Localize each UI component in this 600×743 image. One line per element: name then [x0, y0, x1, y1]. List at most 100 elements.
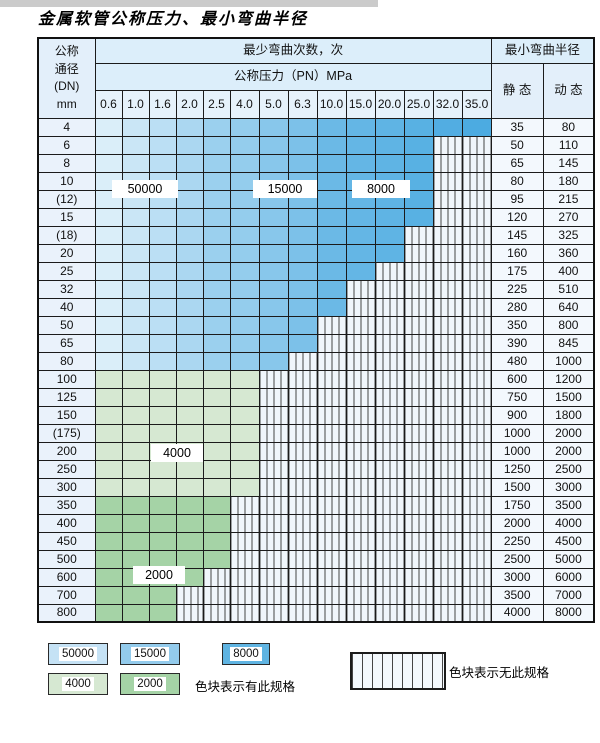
table-row: 350 1750 3500 [37, 495, 595, 515]
no-spec-cell [202, 585, 231, 605]
spec-cell [94, 261, 123, 281]
table-row: 8 65 145 [37, 153, 595, 173]
no-spec-cell [461, 495, 492, 515]
static-value-cell: 175 [490, 261, 544, 281]
pressure-col-header: 15.0 [345, 89, 376, 119]
spec-cell [345, 153, 376, 173]
dn-cell: 450 [37, 531, 96, 551]
pressure-col-header: 5.0 [258, 89, 289, 119]
spec-cell [175, 531, 204, 551]
dynamic-value-cell: 1800 [542, 405, 595, 425]
dynamic-value-cell: 3000 [542, 477, 595, 497]
no-spec-cell [258, 495, 289, 515]
table-row: (18) 145 325 [37, 225, 595, 245]
static-value-cell: 160 [490, 243, 544, 263]
dynamic-value-cell: 3500 [542, 495, 595, 515]
no-spec-cell [432, 477, 463, 497]
spec-cell [148, 135, 177, 155]
spec-cell [202, 207, 231, 227]
page-title: 金属软管公称压力、最小弯曲半径 [38, 9, 309, 28]
no-spec-cell [316, 315, 347, 335]
pressure-col-header: 35.0 [461, 89, 492, 119]
spec-cell [202, 531, 231, 551]
no-spec-cell [287, 585, 318, 605]
no-spec-cell [374, 531, 405, 551]
no-spec-cell [258, 441, 289, 461]
no-spec-cell [287, 441, 318, 461]
no-spec-cell [287, 369, 318, 389]
spec-cell [258, 261, 289, 281]
spec-cell [202, 549, 231, 569]
legend-swatch-15000: 15000 [120, 643, 180, 665]
no-spec-cell [461, 477, 492, 497]
spec-cell [229, 441, 260, 461]
static-header: 静 态 [490, 62, 544, 119]
spec-cell [121, 405, 150, 425]
dynamic-value-cell: 360 [542, 243, 595, 263]
static-value-cell: 95 [490, 189, 544, 209]
spec-cell [229, 135, 260, 155]
no-spec-cell [258, 531, 289, 551]
legend-swatch-label: 4000 [62, 677, 94, 691]
spec-cell [121, 459, 150, 479]
no-spec-cell [287, 387, 318, 407]
spec-cell [316, 153, 347, 173]
no-spec-cell [403, 603, 434, 623]
spec-cell [121, 297, 150, 317]
no-spec-cell [229, 549, 260, 569]
spec-cell [229, 297, 260, 317]
dn-cell: 80 [37, 351, 96, 371]
spec-cell [258, 207, 289, 227]
table-row: 32 225 510 [37, 279, 595, 299]
spec-cell [258, 135, 289, 155]
no-spec-cell [461, 297, 492, 317]
spec-cell [316, 117, 347, 137]
no-spec-cell [258, 387, 289, 407]
dynamic-value-cell: 4500 [542, 531, 595, 551]
spec-cell [229, 387, 260, 407]
spec-cell [94, 549, 123, 569]
no-spec-cell [374, 405, 405, 425]
legend-swatch-2000: 2000 [120, 673, 180, 695]
static-value-cell: 120 [490, 207, 544, 227]
spec-cell [258, 333, 289, 353]
no-spec-cell [258, 585, 289, 605]
dn-cell: (18) [37, 225, 96, 245]
no-spec-cell [461, 189, 492, 209]
spec-cell [258, 279, 289, 299]
spec-cell [345, 261, 376, 281]
spec-cell [121, 333, 150, 353]
spec-cell [94, 567, 123, 587]
no-spec-cell [403, 405, 434, 425]
dynamic-value-cell: 180 [542, 171, 595, 191]
spec-cell [229, 225, 260, 245]
no-spec-cell [374, 441, 405, 461]
spec-cell [229, 207, 260, 227]
spec-cell [94, 495, 123, 515]
pressure-col-header: 4.0 [229, 89, 260, 119]
spec-cell [287, 243, 318, 263]
table-row: 125 750 1500 [37, 387, 595, 407]
dynamic-value-cell: 270 [542, 207, 595, 227]
static-value-cell: 1250 [490, 459, 544, 479]
no-spec-cell [461, 171, 492, 191]
table-row: 300 1500 3000 [37, 477, 595, 497]
no-spec-cell [345, 603, 376, 623]
spec-cell [148, 369, 177, 389]
dn-cell: 350 [37, 495, 96, 515]
no-spec-cell [316, 333, 347, 353]
spec-cell [287, 225, 318, 245]
spec-cell [121, 243, 150, 263]
spec-cell [316, 261, 347, 281]
table-row: 200 1000 2000 [37, 441, 595, 461]
spec-cell [175, 279, 204, 299]
spec-cell [316, 189, 347, 209]
no-spec-cell [287, 351, 318, 371]
cycle-count-label: 4000 [151, 444, 203, 462]
spec-cell [121, 153, 150, 173]
no-spec-cell [432, 351, 463, 371]
no-spec-cell [258, 369, 289, 389]
spec-cell [374, 117, 405, 137]
legend-swatch-label: 15000 [131, 647, 169, 661]
no-spec-cell [345, 387, 376, 407]
